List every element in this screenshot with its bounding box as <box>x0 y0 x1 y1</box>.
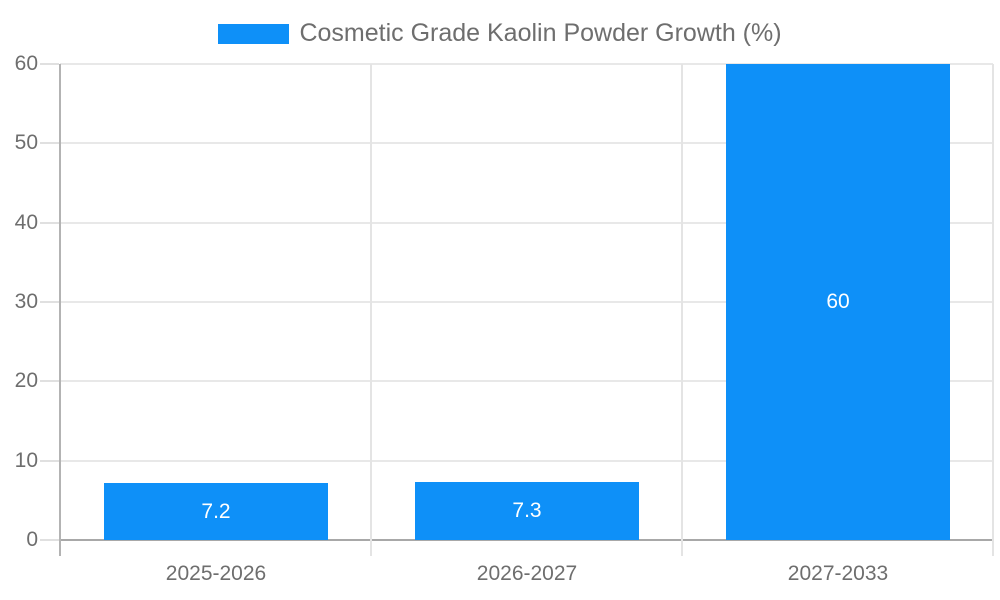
y-axis-tick-label: 0 <box>26 528 38 551</box>
bar-value-label: 7.3 <box>512 499 542 522</box>
bar[interactable]: 7.3 <box>415 482 639 540</box>
gridline <box>60 142 993 145</box>
y-axis-line <box>59 64 61 556</box>
y-axis-tick-label: 10 <box>14 448 38 472</box>
bar[interactable]: 60 <box>726 64 950 540</box>
bar-value-label: 7.2 <box>201 499 231 523</box>
y-axis-tick <box>40 142 59 145</box>
y-axis-tick-label: 60 <box>14 52 38 75</box>
y-axis-tick <box>40 301 59 303</box>
y-axis-tick <box>40 459 59 462</box>
y-axis-tick-label: 30 <box>14 290 38 313</box>
legend: Cosmetic Grade Kaolin Powder Growth (%) <box>0 19 1000 47</box>
bar[interactable]: 7.2 <box>104 483 328 540</box>
x-axis-category-label: 2026-2027 <box>476 562 578 585</box>
y-axis-tick-label: 40 <box>14 210 38 234</box>
x-axis-category-label: 2025-2026 <box>165 562 267 585</box>
x-axis-category-label: 2027-2033 <box>787 562 889 585</box>
plot-right-border <box>992 64 994 556</box>
y-axis-tick <box>40 221 59 224</box>
gridline <box>60 63 993 65</box>
y-axis-tick <box>40 380 59 383</box>
bar-value-label: 60 <box>826 290 850 313</box>
gridline <box>60 221 993 224</box>
legend-label: Cosmetic Grade Kaolin Powder Growth (%) <box>299 19 782 47</box>
legend-swatch-icon <box>218 23 290 44</box>
gridline <box>60 380 993 383</box>
x-axis-line <box>60 539 993 541</box>
category-separator <box>370 64 372 556</box>
y-axis-tick-label: 50 <box>14 131 38 155</box>
category-separator <box>681 64 683 556</box>
gridline <box>60 459 993 462</box>
y-axis-tick-label: 20 <box>14 369 38 393</box>
gridline <box>60 301 993 303</box>
y-axis-tick <box>40 539 59 541</box>
y-axis-tick <box>40 63 59 65</box>
